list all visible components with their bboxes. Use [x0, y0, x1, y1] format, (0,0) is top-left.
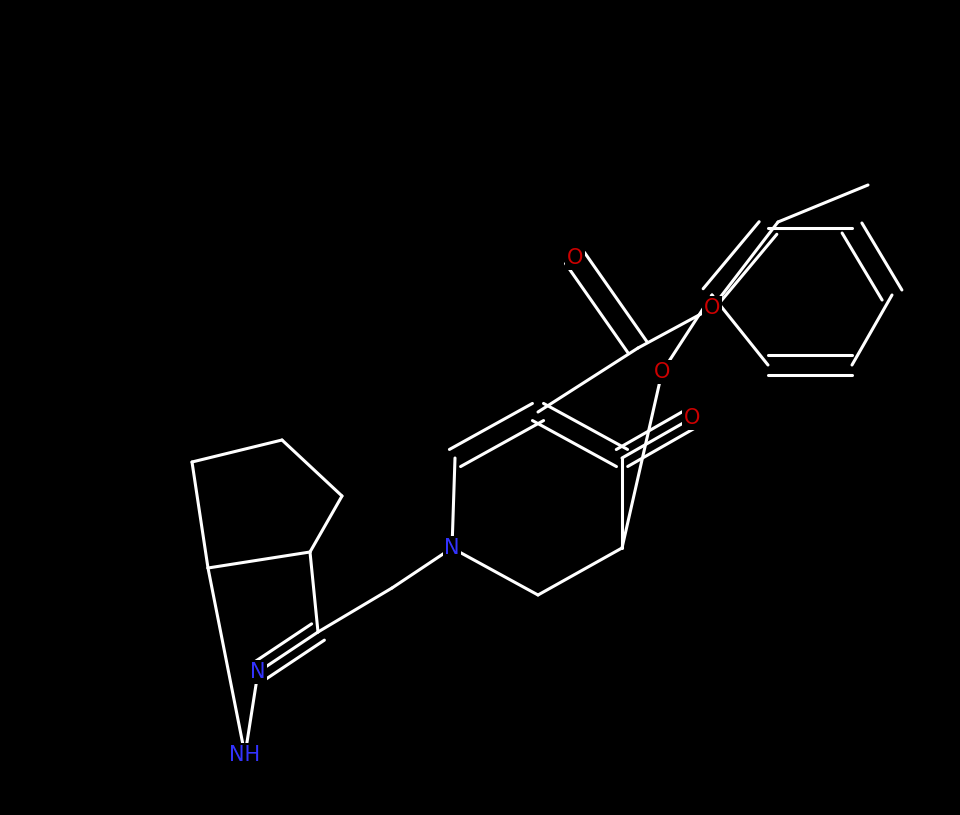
Text: N: N [251, 662, 266, 682]
Text: O: O [684, 408, 700, 428]
Text: O: O [566, 248, 583, 268]
Text: N: N [444, 538, 460, 558]
Text: O: O [704, 298, 720, 318]
Text: O: O [654, 362, 670, 382]
Text: NH: NH [229, 745, 260, 765]
